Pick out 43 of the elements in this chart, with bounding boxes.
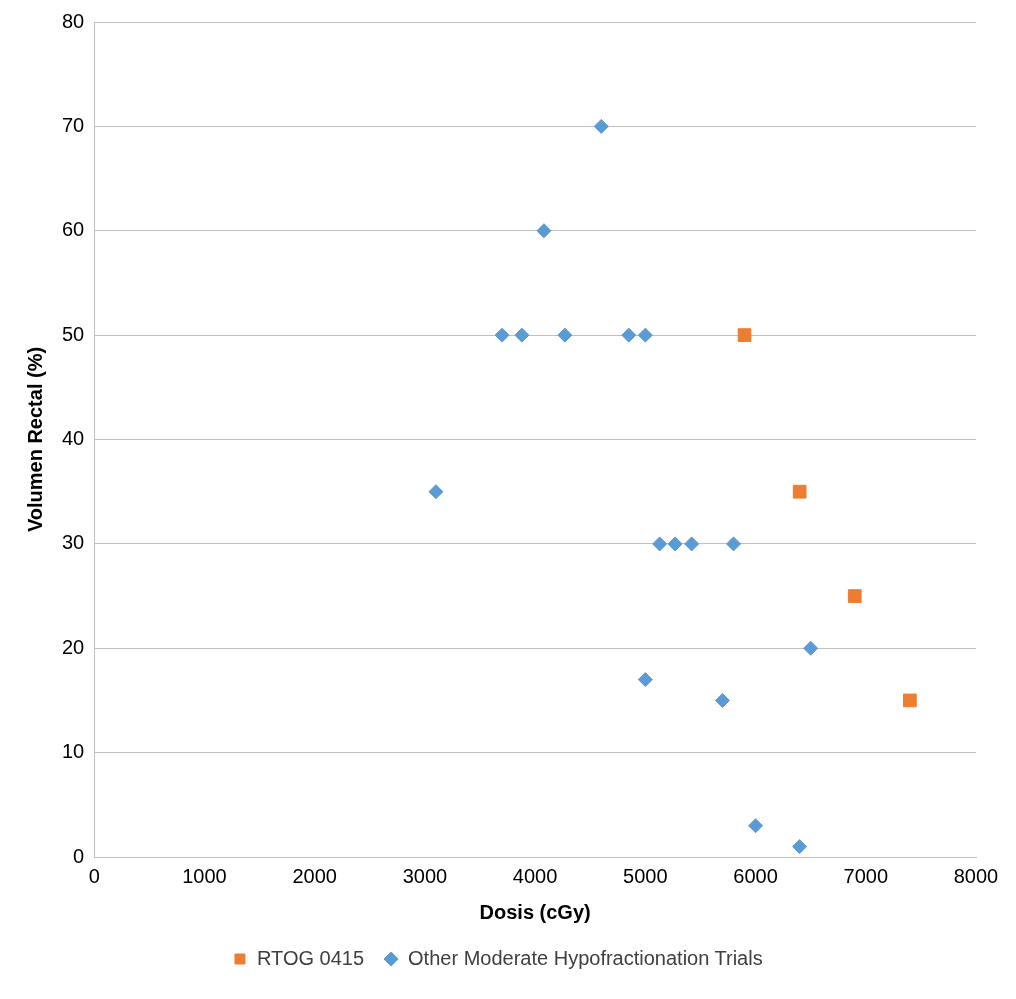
y-tick-label: 40	[62, 427, 85, 450]
x-tick-label: 5000	[623, 864, 668, 887]
point	[667, 536, 683, 552]
y-tick-label: 60	[62, 218, 85, 241]
point	[557, 327, 573, 343]
x-tick-label: 6000	[733, 864, 778, 887]
point	[494, 327, 510, 343]
x-tick-label: 3000	[402, 864, 448, 887]
y-tick-label: 80	[62, 9, 85, 32]
legend-label: RTOG 0415	[256, 946, 365, 969]
point	[428, 484, 444, 500]
point	[652, 536, 668, 552]
y-axis-title: Volumen Rectal (%)	[23, 346, 46, 533]
x-axis-title: Dosis (cGy)	[479, 900, 591, 923]
point	[748, 818, 764, 834]
point	[514, 327, 530, 343]
point	[536, 223, 552, 239]
point	[792, 484, 807, 499]
point	[792, 839, 808, 855]
y-tick-label: 70	[62, 113, 85, 136]
point	[737, 328, 752, 342]
point	[637, 672, 653, 688]
point	[621, 327, 637, 343]
y-tick-label: 0	[73, 844, 85, 867]
point	[593, 118, 609, 134]
point	[637, 327, 653, 343]
y-tick-label: 30	[62, 531, 85, 554]
y-tick-label: 50	[62, 322, 85, 345]
x-tick-label: 7000	[843, 864, 889, 887]
point	[726, 536, 742, 552]
x-tick-label: 4000	[512, 864, 558, 887]
x-tick-label: 2000	[292, 864, 337, 887]
point	[847, 589, 862, 603]
point	[715, 692, 730, 708]
legend-label: Other Moderate Hypofractionation Trials	[408, 946, 763, 969]
point	[684, 536, 700, 552]
x-tick-label: 8000	[953, 864, 999, 887]
x-tick-label: 1000	[182, 864, 227, 887]
point	[803, 640, 819, 656]
y-tick-label: 20	[62, 635, 85, 658]
y-tick-label: 10	[62, 740, 85, 763]
point	[903, 693, 917, 708]
x-tick-label: 0	[88, 864, 100, 887]
